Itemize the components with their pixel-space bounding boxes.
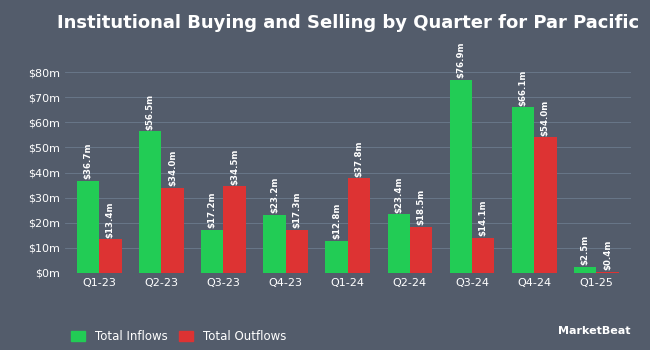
Text: $23.4m: $23.4m — [394, 176, 403, 213]
Bar — [263, 215, 285, 273]
Text: MarketBeat: MarketBeat — [558, 326, 630, 336]
Bar — [139, 131, 161, 273]
Text: $66.1m: $66.1m — [519, 69, 528, 106]
Bar — [161, 188, 184, 273]
Bar — [77, 181, 99, 273]
Bar — [387, 214, 410, 273]
Bar — [348, 178, 370, 273]
Text: $13.4m: $13.4m — [106, 201, 115, 238]
Text: $18.5m: $18.5m — [417, 189, 426, 225]
Bar — [596, 272, 619, 273]
Title: Institutional Buying and Selling by Quarter for Par Pacific: Institutional Buying and Selling by Quar… — [57, 14, 639, 32]
Text: $0.4m: $0.4m — [603, 240, 612, 271]
Text: $23.2m: $23.2m — [270, 177, 279, 213]
Bar — [285, 230, 308, 273]
Bar — [224, 186, 246, 273]
Legend: Total Inflows, Total Outflows: Total Inflows, Total Outflows — [71, 330, 286, 343]
Bar — [534, 138, 556, 273]
Bar — [201, 230, 224, 273]
Text: $34.0m: $34.0m — [168, 150, 177, 186]
Text: $56.5m: $56.5m — [146, 93, 155, 130]
Text: $14.1m: $14.1m — [478, 199, 488, 236]
Text: $12.8m: $12.8m — [332, 203, 341, 239]
Text: $17.2m: $17.2m — [208, 192, 217, 228]
Text: $36.7m: $36.7m — [83, 143, 92, 179]
Bar — [326, 241, 348, 273]
Text: $37.8m: $37.8m — [354, 140, 363, 177]
Text: $17.3m: $17.3m — [292, 191, 302, 228]
Text: $76.9m: $76.9m — [456, 42, 465, 78]
Bar — [574, 267, 596, 273]
Text: $54.0m: $54.0m — [541, 100, 550, 136]
Bar — [512, 107, 534, 273]
Bar — [450, 80, 472, 273]
Text: $34.5m: $34.5m — [230, 148, 239, 185]
Bar — [410, 226, 432, 273]
Bar — [472, 238, 495, 273]
Text: $2.5m: $2.5m — [580, 235, 590, 265]
Bar — [99, 239, 122, 273]
